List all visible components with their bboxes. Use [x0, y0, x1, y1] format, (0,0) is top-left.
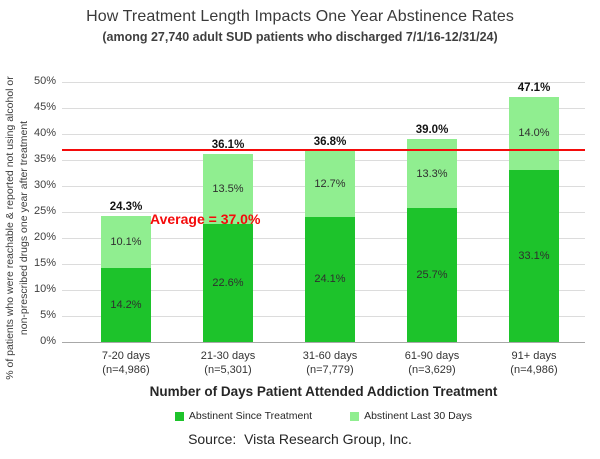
x-category-label: 91+ days (n=4,986)	[482, 350, 586, 377]
y-tick-label: 50%	[33, 75, 56, 87]
legend-swatch-dark-green	[174, 411, 184, 421]
y-tick-label: 15%	[33, 257, 56, 269]
x-category-count: (n=4,986)	[510, 363, 558, 376]
y-tick-label: 40%	[33, 127, 56, 139]
y-axis-label: % of patients who were reachable & repor…	[4, 76, 30, 380]
x-axis-category-labels: 7-20 days (n=4,986) 21-30 days (n=5,301) 31-…	[62, 350, 585, 380]
segment-value-label: 13.5%	[212, 183, 244, 196]
x-category-range: 21-30 days	[200, 350, 256, 362]
x-category-range: 61-90 days	[404, 350, 460, 362]
segment-value-label: 12.7%	[314, 177, 346, 190]
legend: Abstinent Since Treatment Abstinent Last…	[62, 410, 585, 422]
plot-area: Average = 37.0% 0% 5% 10% 15% 20% 25% 30% 35% 40…	[34, 75, 585, 347]
x-category-range: 7-20 days	[101, 350, 151, 362]
y-tick-label: 25%	[33, 205, 56, 217]
bar-total-label: 47.1%	[517, 82, 551, 95]
legend-item-abstinent-since-treatment: Abstinent Since Treatment	[174, 410, 313, 422]
bar-total-label: 36.1%	[211, 139, 245, 152]
bar-segment-since-treatment: 33.1%	[509, 169, 559, 342]
legend-item-abstinent-last-30-days: Abstinent Last 30 Days	[350, 410, 472, 422]
legend-label-abstinent-last-30-days: Abstinent Last 30 Days	[364, 410, 473, 422]
segment-value-label: 13.3%	[416, 167, 448, 180]
segment-value-label: 10.1%	[110, 235, 142, 248]
segment-value-label: 33.1%	[518, 249, 550, 262]
x-axis-title: Number of Days Patient Attended Addictio…	[149, 384, 498, 399]
legend-label-abstinent-since-treatment: Abstinent Since Treatment	[188, 410, 313, 422]
x-category-range: 91+ days	[511, 350, 557, 362]
average-line	[62, 148, 585, 152]
x-category-count: (n=5,301)	[204, 363, 252, 376]
gridline	[62, 107, 585, 109]
y-tick-label: 0%	[40, 335, 56, 347]
bar-segment-last-30-days: 12.7%	[305, 150, 355, 217]
segment-value-label: 24.1%	[314, 273, 346, 286]
y-tick-label: 20%	[33, 231, 56, 243]
x-category-label: 61-90 days (n=3,629)	[380, 350, 484, 377]
segment-value-label: 22.6%	[212, 277, 244, 290]
segment-value-label: 14.0%	[518, 127, 550, 140]
chart-title: How Treatment Length Impacts One Year Ab…	[86, 8, 514, 25]
average-line-label: Average = 37.0%	[150, 211, 261, 227]
bar-segment-since-treatment: 22.6%	[203, 224, 253, 342]
y-tick-label: 35%	[33, 153, 56, 165]
gridline	[62, 81, 585, 83]
x-category-label: 21-30 days (n=5,301)	[176, 350, 280, 377]
bar-segment-last-30-days: 13.5%	[203, 154, 253, 225]
legend-swatch-light-green	[350, 411, 360, 421]
y-tick-label: 10%	[33, 283, 56, 295]
segment-value-label: 25.7%	[416, 269, 448, 282]
x-category-count: (n=7,779)	[306, 363, 354, 376]
chart-subtitle: (among 27,740 adult SUD patients who dis…	[102, 30, 498, 44]
x-category-label: 31-60 days (n=7,779)	[278, 350, 382, 377]
source-credit: Source: Vista Research Group, Inc.	[188, 431, 412, 447]
x-category-count: (n=3,629)	[408, 363, 456, 376]
x-axis-line	[62, 341, 585, 343]
bar-segment-last-30-days: 10.1%	[101, 215, 151, 269]
bar-total-label: 39.0%	[415, 124, 449, 137]
y-tick-label: 45%	[33, 101, 56, 113]
x-category-count: (n=4,986)	[102, 363, 150, 376]
gridline	[62, 133, 585, 135]
bar-total-label: 24.3%	[109, 200, 143, 213]
bar-segment-since-treatment: 24.1%	[305, 216, 355, 342]
segment-value-label: 14.2%	[110, 299, 142, 312]
bar-total-label: 36.8%	[313, 135, 347, 148]
x-category-label: 7-20 days (n=4,986)	[74, 350, 178, 377]
x-category-range: 31-60 days	[302, 350, 358, 362]
bar-segment-since-treatment: 14.2%	[101, 268, 151, 342]
y-tick-label: 5%	[40, 309, 56, 321]
y-tick-label: 30%	[33, 179, 56, 191]
bar-segment-since-treatment: 25.7%	[407, 208, 457, 342]
bar-segment-last-30-days: 14.0%	[509, 97, 559, 170]
